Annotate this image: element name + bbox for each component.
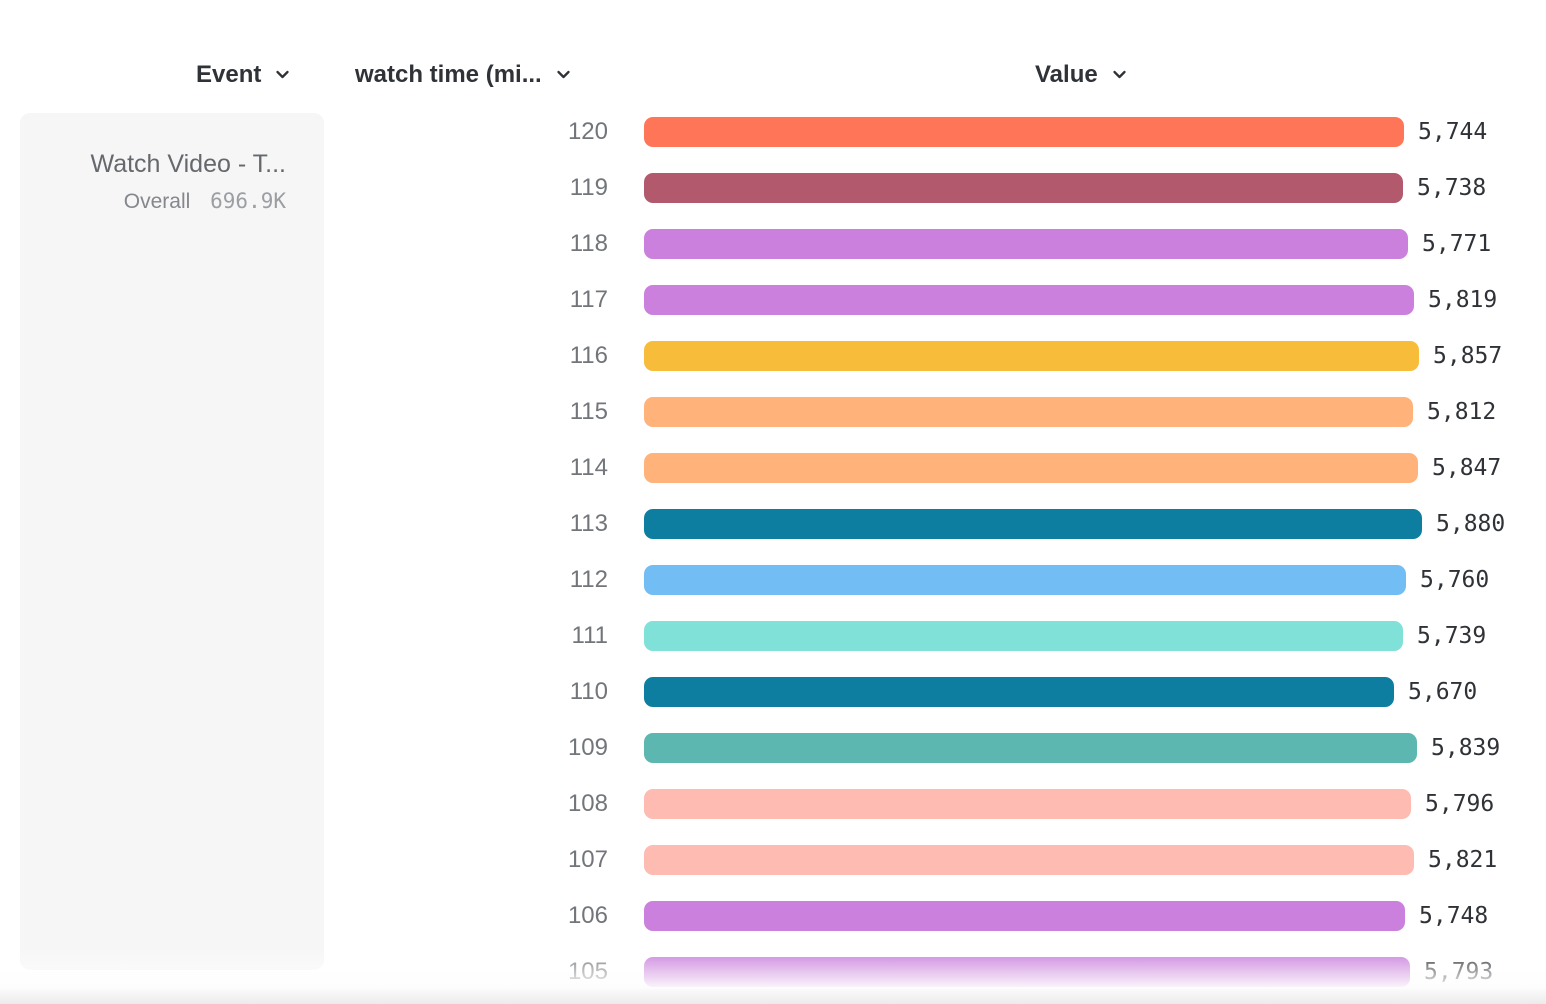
column-header-event-label: Event xyxy=(196,61,262,88)
chevron-down-icon xyxy=(273,62,292,92)
bar-value-label: 5,744 xyxy=(1418,119,1488,145)
category-label: 110 xyxy=(569,678,608,705)
bar-segment[interactable] xyxy=(644,677,1394,707)
category-label: 120 xyxy=(567,118,608,145)
chart-row: 118 5,771 xyxy=(0,229,1546,259)
overall-value: 696.9K xyxy=(210,189,286,213)
chart-row: 114 5,847 xyxy=(0,453,1546,483)
legend-card[interactable]: Watch Video - T... Overall 696.9K xyxy=(20,113,324,970)
bar-value-label: 5,880 xyxy=(1436,511,1506,537)
chart-row: 117 5,819 xyxy=(0,285,1546,315)
column-header-value[interactable]: Value xyxy=(1035,58,1129,92)
bar-value-label: 5,739 xyxy=(1417,623,1487,649)
event-name: Watch Video - T... xyxy=(90,150,286,178)
bar-segment[interactable] xyxy=(644,789,1411,819)
category-label: 113 xyxy=(569,510,608,537)
category-label: 107 xyxy=(567,846,608,873)
bar-segment[interactable] xyxy=(644,285,1414,315)
chart-row: 113 5,880 xyxy=(0,509,1546,539)
category-label: 112 xyxy=(569,566,608,593)
bar-segment[interactable] xyxy=(644,453,1418,483)
bar-segment[interactable] xyxy=(644,397,1413,427)
overall-row: Overall 696.9K xyxy=(20,188,286,215)
category-label: 118 xyxy=(569,230,608,257)
category-label: 115 xyxy=(569,398,608,425)
bar-value-label: 5,847 xyxy=(1432,455,1502,481)
column-header-watch-time-label: watch time (mi... xyxy=(355,61,542,88)
bar-value-label: 5,771 xyxy=(1422,231,1492,257)
bar-value-label: 5,796 xyxy=(1425,791,1495,817)
chart-row: 111 5,739 xyxy=(0,621,1546,651)
column-header-value-label: Value xyxy=(1035,61,1098,88)
chart-row: 109 5,839 xyxy=(0,733,1546,763)
chart-row: 119 5,738 xyxy=(0,173,1546,203)
category-label: 111 xyxy=(571,622,608,649)
column-header-event[interactable]: Event xyxy=(196,58,292,92)
chevron-down-icon xyxy=(554,62,573,92)
category-label: 119 xyxy=(569,174,608,201)
bar-value-label: 5,793 xyxy=(1424,959,1494,985)
chart-row: 105 5,793 xyxy=(0,957,1546,987)
category-label: 117 xyxy=(569,286,608,313)
bar-value-label: 5,748 xyxy=(1419,903,1489,929)
bar-value-label: 5,812 xyxy=(1427,399,1497,425)
chart-row: 107 5,821 xyxy=(0,845,1546,875)
bar-segment[interactable] xyxy=(644,901,1405,931)
bar-segment[interactable] xyxy=(644,229,1408,259)
bar-segment[interactable] xyxy=(644,845,1414,875)
bar-segment[interactable] xyxy=(644,621,1403,651)
bar-segment[interactable] xyxy=(644,733,1417,763)
bar-segment[interactable] xyxy=(644,957,1410,987)
category-label: 114 xyxy=(569,454,608,481)
chart-row: 108 5,796 xyxy=(0,789,1546,819)
bar-value-label: 5,819 xyxy=(1428,287,1498,313)
category-label: 106 xyxy=(567,902,608,929)
column-header-watch-time[interactable]: watch time (mi... xyxy=(355,58,573,92)
bar-value-label: 5,821 xyxy=(1428,847,1498,873)
category-label: 108 xyxy=(567,790,608,817)
bar-value-label: 5,857 xyxy=(1433,343,1503,369)
bar-value-label: 5,670 xyxy=(1408,679,1478,705)
category-label: 109 xyxy=(567,734,608,761)
chart-row: 115 5,812 xyxy=(0,397,1546,427)
bar-segment[interactable] xyxy=(644,341,1419,371)
bar-value-label: 5,839 xyxy=(1431,735,1501,761)
chart-row: 106 5,748 xyxy=(0,901,1546,931)
category-label: 105 xyxy=(567,958,608,985)
chart-row: 120 5,744 xyxy=(0,117,1546,147)
chevron-down-icon xyxy=(1110,62,1129,92)
bar-value-label: 5,738 xyxy=(1417,175,1487,201)
chart-row: 116 5,857 xyxy=(0,341,1546,371)
chart-row: 112 5,760 xyxy=(0,565,1546,595)
bar-segment[interactable] xyxy=(644,565,1406,595)
bar-value-label: 5,760 xyxy=(1420,567,1490,593)
bar-segment[interactable] xyxy=(644,509,1422,539)
bar-segment[interactable] xyxy=(644,173,1403,203)
overall-label: Overall xyxy=(123,190,191,213)
bar-segment[interactable] xyxy=(644,117,1404,147)
chart-row: 110 5,670 xyxy=(0,677,1546,707)
category-label: 116 xyxy=(569,342,608,369)
